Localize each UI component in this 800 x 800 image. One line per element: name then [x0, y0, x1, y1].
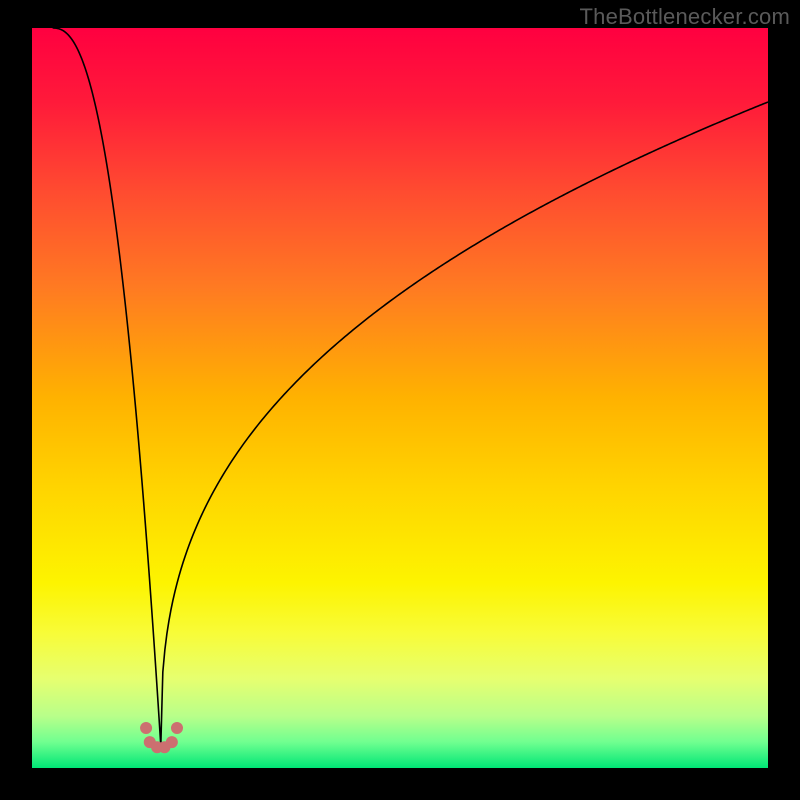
plot-background: [32, 28, 768, 768]
bottleneck-chart: [0, 0, 800, 800]
watermark-text: TheBottlenecker.com: [580, 4, 790, 30]
minimum-marker-dot: [171, 722, 183, 734]
minimum-marker-dot: [140, 722, 152, 734]
root-container: TheBottlenecker.com: [0, 0, 800, 800]
minimum-marker-dot: [166, 736, 178, 748]
